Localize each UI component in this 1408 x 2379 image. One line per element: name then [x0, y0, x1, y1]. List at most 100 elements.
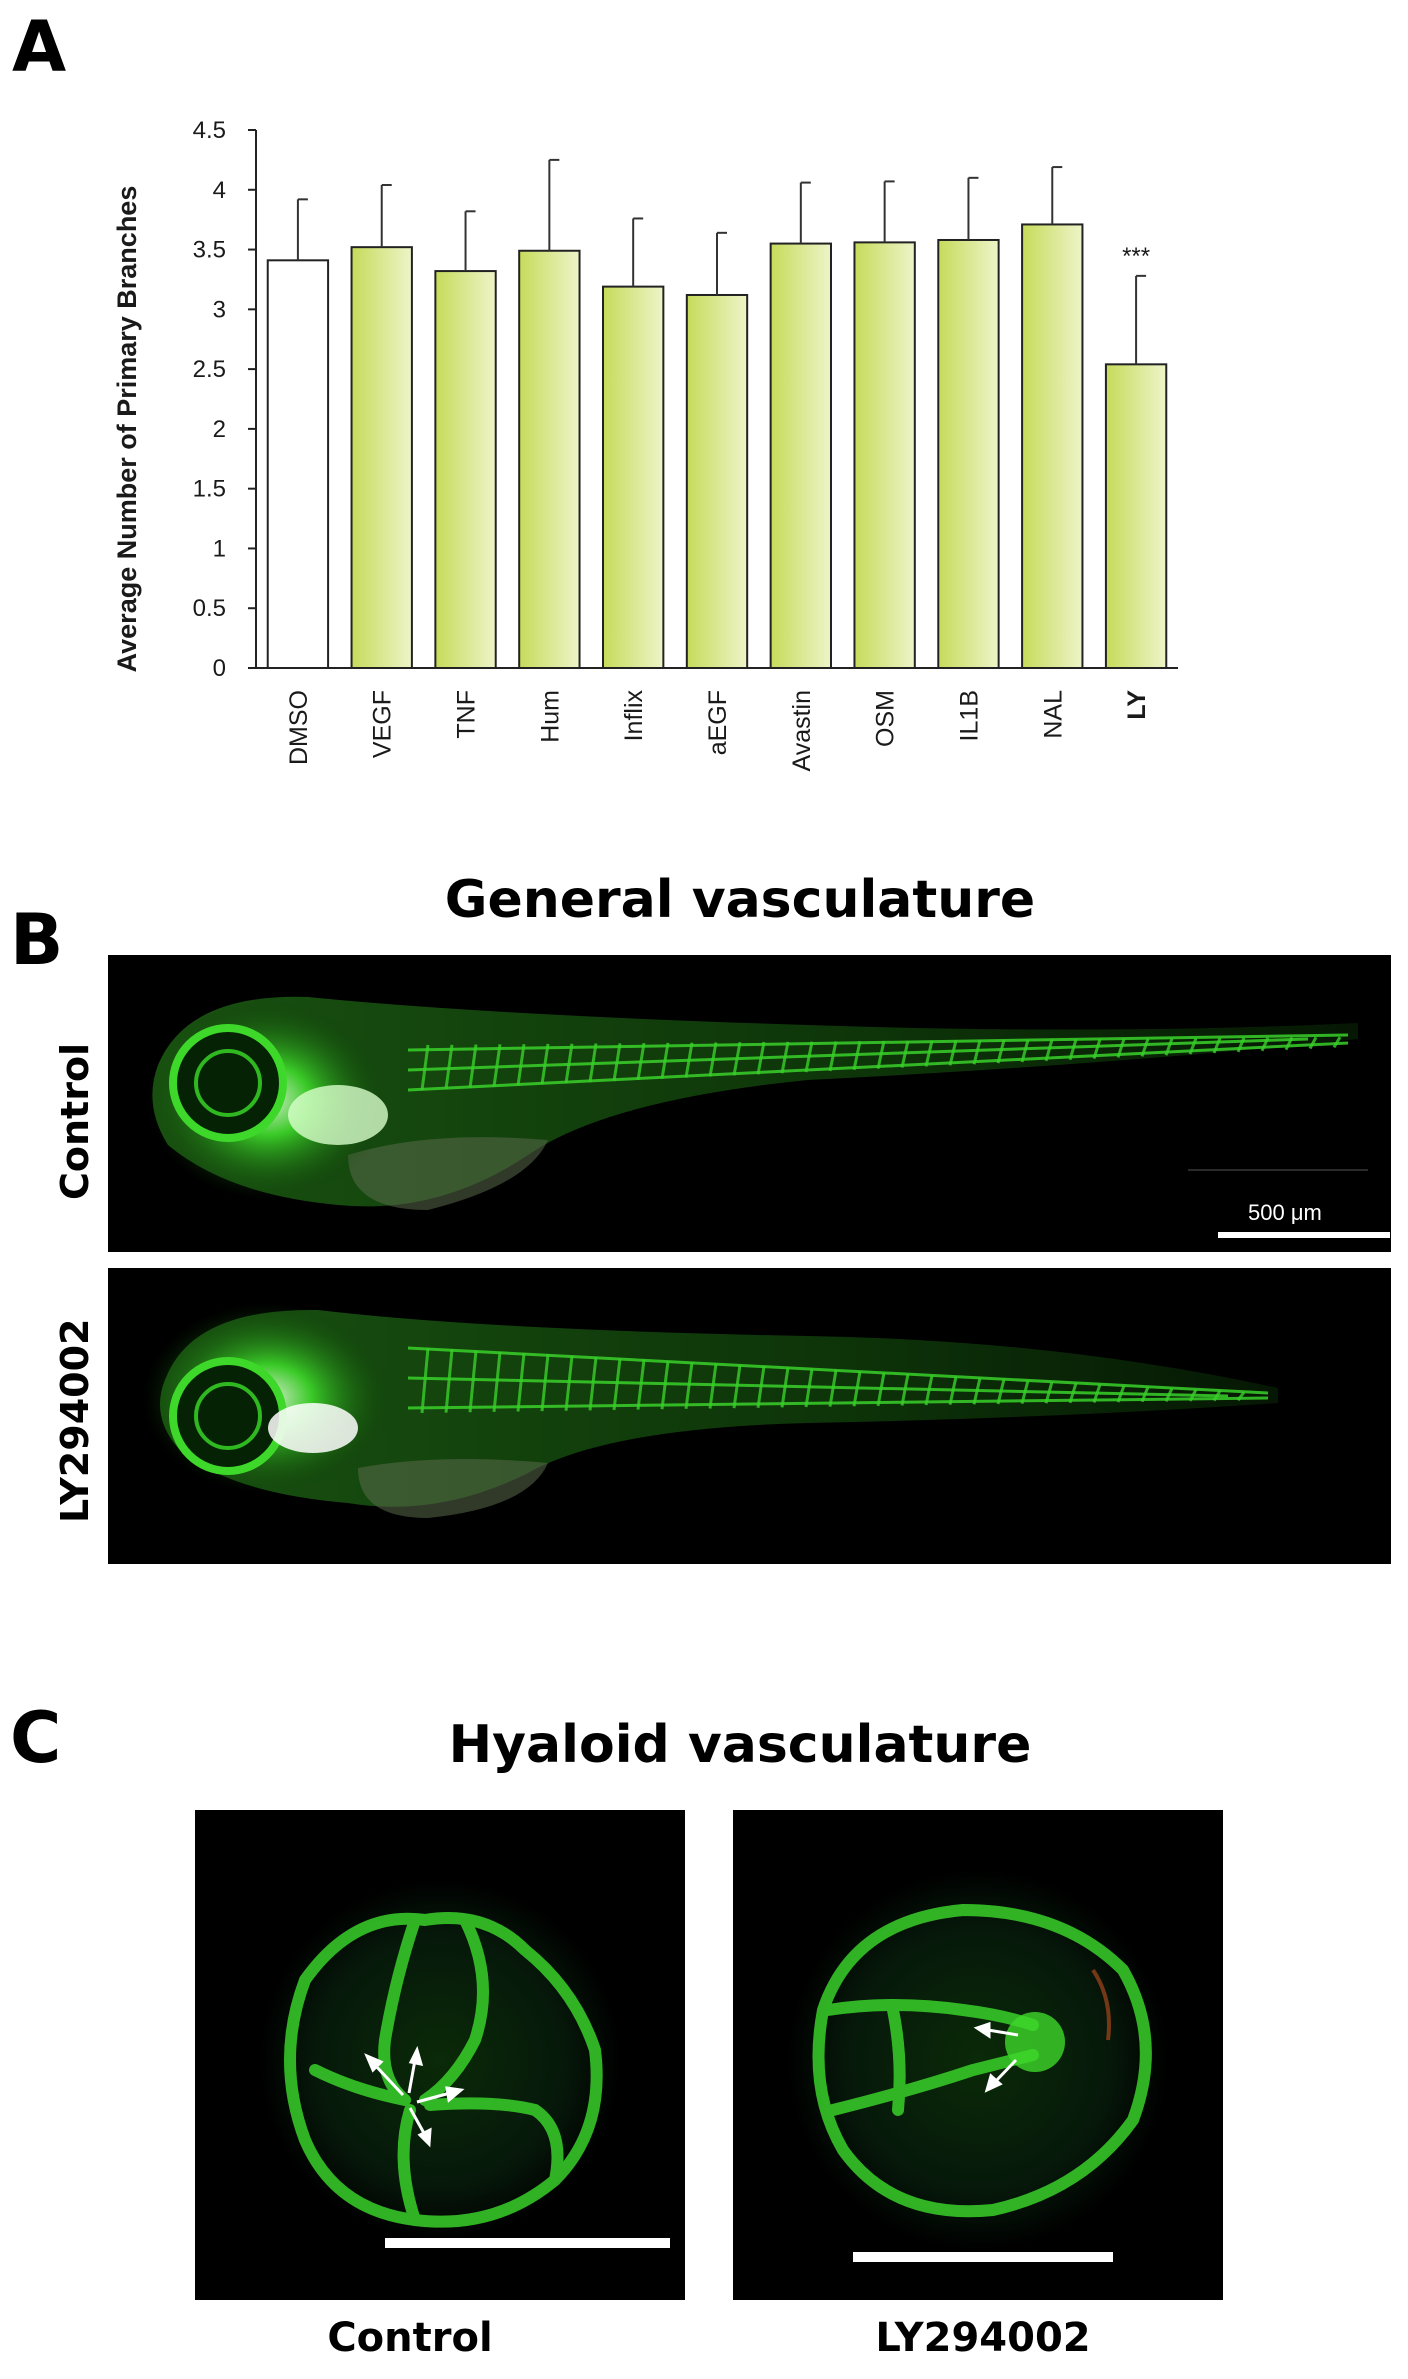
y-tick-label: 4: [213, 177, 226, 204]
intersegmental-vessel: [996, 1039, 1006, 1064]
intersegmental-vessel: [444, 1044, 454, 1090]
intersegmental-vessel: [708, 1363, 718, 1409]
intersegmental-vessel: [1092, 1383, 1102, 1403]
intersegmental-vessel: [780, 1041, 790, 1074]
ly294002-fish-image: [108, 1268, 1391, 1564]
x-tick-label: Inflix: [620, 690, 648, 742]
intersegmental-vessel: [660, 1042, 670, 1080]
intersegmental-vessel: [972, 1039, 982, 1065]
bar-aegf: [685, 293, 749, 669]
control-hyaloid-image: [195, 1810, 685, 2300]
intersegmental-vessel: [1092, 1038, 1102, 1060]
panel-c-letter: C: [10, 1697, 62, 1779]
x-tick-label: TNF: [453, 690, 481, 739]
intersegmental-vessel: [732, 1364, 742, 1409]
ly294002-hyaloid-label: LY294002: [875, 2315, 1091, 2361]
bar-tnf: [434, 270, 497, 669]
panel-b-letter: B: [10, 899, 64, 981]
intersegmental-vessel: [924, 1040, 934, 1067]
intersegmental-vessel: [1116, 1385, 1126, 1403]
intersegmental-vessel: [1164, 1038, 1174, 1056]
intersegmental-vessel: [708, 1042, 718, 1077]
y-tick-label: 1.5: [193, 476, 226, 503]
intersegmental-vessel: [948, 1040, 958, 1066]
bar-chart: 0 0.5 1 1.5 2 2.5 3 3.5 4 4.5 Average Number of Pr…: [112, 117, 1178, 772]
intersegmental-vessel: [1188, 1388, 1198, 1402]
intersegmental-vessel: [636, 1359, 646, 1410]
intersegmental-vessel: [828, 1369, 838, 1407]
intersegmental-vessel: [1308, 1036, 1318, 1050]
x-tick-label: OSM: [872, 690, 900, 747]
y-tick-label: 1: [213, 535, 226, 562]
control-hyaloid-figure: [260, 1880, 670, 2248]
intersegmental-vessel: [1188, 1037, 1198, 1055]
intersegmental-vessel: [516, 1043, 526, 1086]
intersegmental-vessel: [564, 1355, 574, 1411]
intersegmental-vessel: [1236, 1391, 1246, 1402]
y-axis-label: Average Number of Primary Branches: [112, 186, 142, 673]
intersegmental-vessel: [612, 1043, 622, 1082]
y-tick-label: 2.5: [193, 356, 226, 383]
intersegmental-vessel: [1140, 1386, 1150, 1403]
intersegmental-vessel: [540, 1043, 550, 1085]
bar-osm: [853, 241, 916, 669]
y-tick-label: 0.5: [193, 595, 226, 622]
intersegmental-vessel: [732, 1042, 742, 1076]
intersegmental-vessel: [1284, 1036, 1294, 1051]
intersegmental-vessel: [492, 1044, 502, 1087]
x-tick-label: VEGF: [369, 690, 397, 758]
intersegmental-vessel: [804, 1041, 814, 1073]
intersegmental-vessel: [468, 1044, 478, 1088]
bar-dmso: [266, 259, 330, 669]
intersegmental-vessel: [852, 1040, 862, 1071]
intersegmental-vessel: [756, 1366, 766, 1408]
bar-ly: [1104, 363, 1168, 669]
y-tick-label: 0: [213, 655, 226, 682]
intersegmental-vessel: [492, 1351, 502, 1413]
intersegmental-vessel: [1212, 1390, 1222, 1402]
intersegmental-vessel: [900, 1040, 910, 1068]
intersegmental-vessel: [1068, 1038, 1078, 1061]
control-hyaloid-label: Control: [327, 2315, 493, 2361]
intersegmental-vessel: [684, 1042, 694, 1078]
intersegmental-vessel: [588, 1356, 598, 1411]
intersegmental-vessel: [1236, 1037, 1246, 1053]
ly294002-hyaloid-image: [733, 1810, 1223, 2300]
intersegmental-vessel: [804, 1368, 814, 1408]
intersegmental-vessel: [972, 1377, 982, 1405]
control-row-label: Control: [53, 1042, 97, 1200]
intersegmental-vessel: [420, 1347, 430, 1414]
x-tick-label: aEGF: [704, 690, 732, 755]
control-fish-image: 500 μm: [108, 955, 1391, 1252]
intersegmental-vessel: [564, 1043, 574, 1084]
intersegmental-vessel: [1020, 1380, 1030, 1404]
bar-inflix: [602, 285, 665, 669]
panel-c-title: Hyaloid vasculature: [448, 1715, 1032, 1775]
x-tick-label: LY: [1123, 690, 1151, 720]
y-tick-label: 3: [213, 296, 226, 323]
ly294002-row-label: LY294002: [53, 1318, 97, 1523]
intersegmental-vessel: [516, 1353, 526, 1412]
panel-b-title: General vasculature: [444, 870, 1036, 930]
intersegmental-vessel: [1044, 1039, 1054, 1062]
ly294002-fish-figure: [143, 1303, 1278, 1518]
intersegmental-vessel: [468, 1350, 478, 1413]
y-tick-label: 2: [213, 416, 226, 443]
intersegmental-vessel: [1044, 1381, 1054, 1404]
intersegmental-vessel: [1212, 1037, 1222, 1054]
bar-il1b: [937, 238, 1000, 669]
intersegmental-vessel: [1164, 1387, 1174, 1402]
bar-hum: [518, 249, 581, 670]
intersegmental-vessel: [612, 1358, 622, 1411]
intersegmental-vessel: [420, 1044, 430, 1091]
bar-avastin: [769, 242, 832, 669]
intersegmental-vessel: [756, 1041, 766, 1075]
intersegmental-vessel: [948, 1376, 958, 1406]
significance-annotation: ***: [1122, 243, 1150, 270]
intersegmental-vessel: [540, 1354, 550, 1412]
intersegmental-vessel: [1332, 1036, 1342, 1049]
intersegmental-vessel: [828, 1041, 838, 1072]
intersegmental-vessel: [588, 1043, 598, 1083]
intersegmental-vessel: [996, 1378, 1006, 1405]
intersegmental-vessel: [780, 1367, 790, 1408]
